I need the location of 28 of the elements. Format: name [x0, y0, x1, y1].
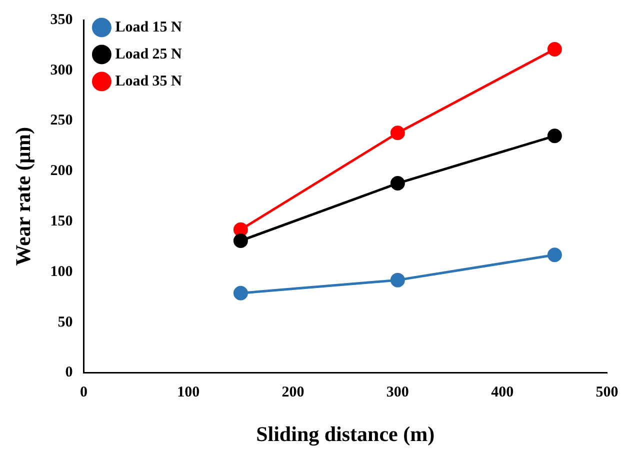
x-tick-label: 400: [491, 384, 514, 401]
y-tick-label: 0: [65, 364, 73, 381]
point: [233, 234, 248, 248]
y-tick-label: 150: [50, 213, 73, 230]
y-tick-label: 100: [50, 264, 73, 280]
point: [233, 286, 248, 300]
y-tick-label: 250: [50, 112, 73, 129]
x-tick-label: 200: [282, 384, 304, 401]
point: [390, 126, 405, 140]
legend-label: Load 35 N: [115, 73, 182, 90]
point: [390, 176, 405, 191]
point: [547, 42, 562, 56]
x-tick-label: 300: [386, 384, 409, 401]
point: [547, 248, 562, 262]
y-tick-label: 200: [50, 163, 73, 180]
x-tick-label: 100: [177, 384, 200, 401]
x-axis-title: Sliding distance (m): [256, 422, 435, 446]
x-tick-label: 500: [596, 384, 618, 401]
y-tick-label: 350: [50, 12, 73, 28]
legend-label: Load 25 N: [115, 46, 182, 62]
point: [547, 128, 562, 144]
point: [233, 222, 248, 237]
y-axis-title: Wear rate (µm): [11, 126, 36, 266]
x-tick-label: 0: [80, 384, 88, 401]
legend-label: Load 15 N: [115, 19, 182, 36]
point: [390, 272, 405, 288]
y-tick-label: 300: [50, 62, 73, 78]
y-tick-label: 50: [58, 314, 73, 330]
